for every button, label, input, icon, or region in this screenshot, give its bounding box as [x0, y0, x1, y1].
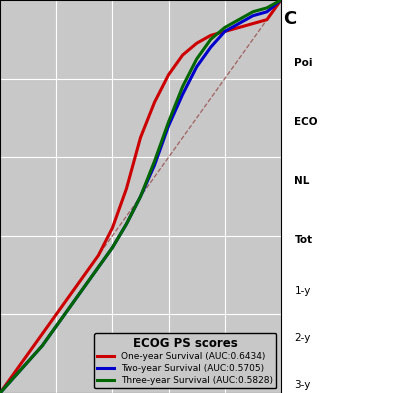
Text: Tot: Tot: [294, 235, 312, 245]
Text: Poi: Poi: [294, 58, 313, 68]
Text: C: C: [283, 10, 296, 28]
Text: NL: NL: [294, 176, 310, 186]
Text: 2-y: 2-y: [294, 333, 311, 343]
Text: 1-y: 1-y: [294, 286, 311, 296]
Text: 3-y: 3-y: [294, 380, 311, 390]
Legend: One-year Survival (AUC:0.6434), Two-year Survival (AUC:0.5705), Three-year Survi: One-year Survival (AUC:0.6434), Two-year…: [94, 333, 277, 389]
Text: ECO: ECO: [294, 117, 318, 127]
